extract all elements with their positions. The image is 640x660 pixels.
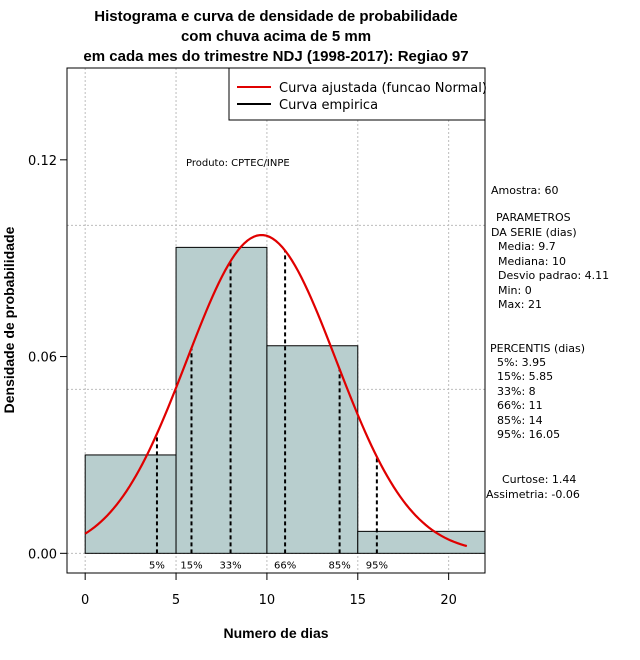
stat-curtose: Curtose: 1.44 — [502, 473, 576, 486]
stat-media: Media: 9.7 — [498, 240, 556, 253]
x-tick-label-3: 15 — [350, 593, 367, 608]
stat-p95: 95%: 16.05 — [497, 428, 560, 441]
stat-p33: 33%: 8 — [497, 385, 536, 398]
x-axis-title: Numero de dias — [223, 625, 328, 641]
chart-title-line-2: com chuva acima de 5 mm — [181, 28, 371, 45]
stat-assimetria: Assimetria: -0.06 — [486, 488, 580, 501]
stat-mediana: Mediana: 10 — [498, 255, 566, 268]
stat-max: Max: 21 — [498, 298, 542, 311]
y-tick-label-2: 0.12 — [28, 154, 57, 169]
stat-amostra: Amostra: 60 — [491, 184, 558, 197]
histogram-bar-2 — [266, 345, 359, 554]
normal-curve-path — [84, 233, 468, 548]
y-tick-label-0: 0.00 — [28, 547, 57, 562]
percentile-label-0: 5% — [149, 560, 165, 571]
normal-curve — [84, 233, 468, 548]
histogram-bar-1 — [175, 246, 268, 554]
stat-p66: 66%: 11 — [497, 399, 543, 412]
percentile-labels: 5% 15% 33% 66% 85% 95% — [149, 560, 388, 571]
stat-desvio: Desvio padrao: 4.11 — [498, 269, 609, 282]
stat-p15: 15%: 5.85 — [497, 370, 553, 383]
percentile-label-1: 15% — [180, 560, 202, 571]
y-axis-title: Densidade de probabilidade — [1, 226, 17, 413]
legend-label-normal: Curva ajustada (funcao Normal) — [279, 81, 487, 96]
percentile-label-5: 95% — [366, 560, 388, 571]
stat-param-title-1: PARAMETROS — [496, 211, 571, 224]
histogram-bar-0 — [84, 454, 177, 554]
stat-min: Min: 0 — [498, 284, 532, 297]
x-tick-label-2: 10 — [259, 593, 276, 608]
x-tick-label-0: 0 — [81, 593, 89, 608]
percentile-label-2: 33% — [219, 560, 241, 571]
legend-label-empirical: Curva empirica — [279, 98, 378, 113]
legend: Curva ajustada (funcao Normal) Curva emp… — [228, 67, 487, 121]
stats-panel: Amostra: 60 PARAMETROS DA SERIE (dias) M… — [486, 184, 609, 501]
y-tick-label-1: 0.06 — [28, 351, 57, 366]
percentile-label-4: 85% — [328, 560, 350, 571]
stat-p85: 85%: 14 — [497, 414, 543, 427]
chart-title-line-1: Histograma e curva de densidade de proba… — [94, 8, 457, 25]
percentile-label-3: 66% — [274, 560, 296, 571]
stat-perc-title: PERCENTIS (dias) — [490, 342, 585, 355]
x-tick-label-1: 5 — [172, 593, 180, 608]
legend-box — [228, 67, 486, 121]
produto-label: Produto: CPTEC/INPE — [186, 158, 290, 169]
y-axis: 0.00 0.06 0.12 — [28, 154, 68, 562]
percentile-lines — [155, 250, 378, 554]
x-axis: 0 5 10 15 20 — [81, 572, 457, 608]
stat-param-title-2: DA SERIE (dias) — [491, 226, 577, 239]
stat-p5: 5%: 3.95 — [497, 356, 546, 369]
chart-title-line-3: em cada mes do trimestre NDJ (1998-2017)… — [83, 48, 468, 65]
x-tick-label-4: 20 — [440, 593, 457, 608]
